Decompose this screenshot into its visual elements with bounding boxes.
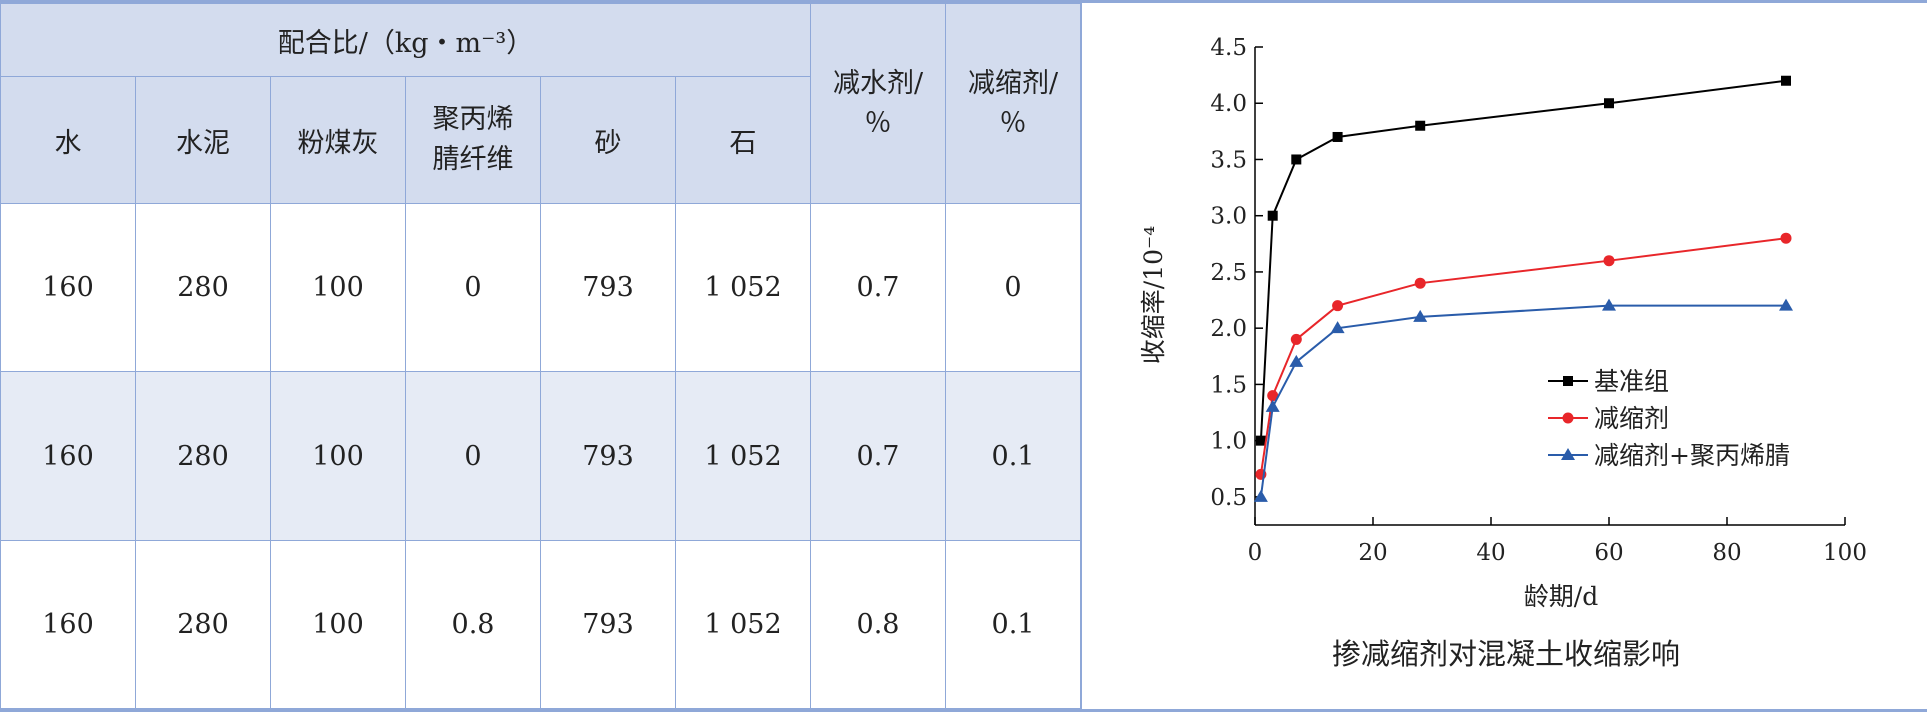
legend-marker xyxy=(1563,376,1573,386)
header-cell: 水泥 xyxy=(135,76,271,204)
header-cell: 减缩剂/％ xyxy=(945,3,1082,204)
table-cell: 0.1 xyxy=(945,540,1082,709)
y-tick-label: 0.5 xyxy=(1210,485,1247,511)
header-text: 砂 xyxy=(594,127,622,159)
header-text: 减水剂/％ xyxy=(832,67,924,139)
y-tick-label: 1.0 xyxy=(1210,429,1247,455)
data-point xyxy=(1415,120,1426,131)
header-text: 水泥 xyxy=(176,127,230,159)
data-point xyxy=(1332,300,1344,312)
header-row: 配合比/（kg・m⁻³） 减水剂/％ 减缩剂/％ xyxy=(0,3,1082,204)
header-cell: 石 xyxy=(674,76,812,204)
legend-label: 减缩剂+聚丙烯腈 xyxy=(1594,441,1790,470)
legend-label: 减缩剂 xyxy=(1594,404,1669,433)
table-cell: 1 052 xyxy=(674,203,812,372)
table-cell: 280 xyxy=(135,203,271,372)
table-cell: 160 xyxy=(0,540,136,709)
table-cell: 0 xyxy=(405,371,541,541)
data-point xyxy=(1330,321,1345,334)
table-cell: 100 xyxy=(270,371,406,541)
table-cell: 793 xyxy=(540,203,676,372)
data-point xyxy=(1267,390,1279,402)
y-tick-label: 3.5 xyxy=(1210,147,1247,173)
header-row: 水 水泥 粉煤灰 聚丙烯腈纤维 砂 石 xyxy=(0,76,1081,204)
chart-title: 掺减缩剂对混凝土收缩影响 xyxy=(1332,637,1680,671)
data-point xyxy=(1255,435,1266,446)
data-point xyxy=(1290,333,1302,345)
x-tick-label: 0 xyxy=(1248,540,1263,566)
x-tick-label: 100 xyxy=(1823,540,1867,566)
header-text: 聚丙烯腈纤维 xyxy=(432,104,514,175)
rule xyxy=(0,709,1927,712)
data-point xyxy=(1291,154,1302,165)
y-tick-label: 4.5 xyxy=(1210,35,1247,61)
y-tick-label: 2.5 xyxy=(1210,260,1247,286)
header-cell: 水 xyxy=(0,76,136,204)
y-tick-label: 3.0 xyxy=(1210,204,1247,230)
x-tick-label: 20 xyxy=(1358,540,1387,566)
table-cell: 0.1 xyxy=(945,371,1082,541)
series-line xyxy=(1259,237,1787,475)
x-axis-label: 龄期/d xyxy=(1524,582,1598,611)
table-row: 160 280 100 0 793 1 052 0.7 0.1 xyxy=(0,371,1082,541)
data-point xyxy=(1779,298,1793,311)
data-point xyxy=(1332,131,1343,142)
table-row: 160 280 100 0 793 1 052 0.7 0 xyxy=(0,203,1082,372)
y-tick-label: 4.0 xyxy=(1210,91,1247,117)
data-point xyxy=(1265,399,1280,412)
y-tick-label: 2.0 xyxy=(1210,316,1247,342)
table-cell: 1 052 xyxy=(674,540,812,709)
table-cell: 0.8 xyxy=(810,540,947,709)
header-cell: 砂 xyxy=(540,76,676,204)
chart: 掺减缩剂对混凝土收缩影响 龄期/d 收缩率/10⁻⁴ 0.5 1.0 1.5 2.0 2… xyxy=(1081,3,1867,709)
table-cell: 160 xyxy=(0,371,136,541)
x-tick-label: 60 xyxy=(1594,540,1623,566)
table-cell: 793 xyxy=(540,371,676,541)
table-cell: 0.7 xyxy=(810,371,947,541)
header-text: 石 xyxy=(729,127,757,159)
data-point xyxy=(1413,309,1428,322)
data-point xyxy=(1414,277,1426,289)
header-cell: 聚丙烯腈纤维 xyxy=(405,76,541,204)
header-text: 水 xyxy=(54,127,82,159)
rule xyxy=(0,0,1927,3)
table-cell: 160 xyxy=(0,203,136,372)
data-point xyxy=(1267,210,1278,221)
data-point xyxy=(1780,232,1792,244)
table-cell: 1 052 xyxy=(674,371,812,541)
table-cell: 0.7 xyxy=(810,203,947,372)
legend-marker xyxy=(1561,448,1575,460)
header-text: 粉煤灰 xyxy=(297,127,379,159)
data-point xyxy=(1289,354,1304,367)
table-cell: 793 xyxy=(540,540,676,709)
table-cell: 100 xyxy=(270,203,406,372)
table-cell: 280 xyxy=(135,540,271,709)
table-row: 160 280 100 0.8 793 1 052 0.8 0.1 xyxy=(0,540,1082,709)
data-point xyxy=(1602,298,1616,311)
y-tick-label: 1.5 xyxy=(1210,372,1247,398)
data-point xyxy=(1253,489,1268,502)
legend-marker xyxy=(1562,412,1574,424)
legend-label: 基准组 xyxy=(1594,367,1669,396)
y-axis-label: 收缩率/10⁻⁴ xyxy=(1139,226,1168,364)
table-cell: 280 xyxy=(135,371,271,541)
header-text: 减缩剂/％ xyxy=(967,67,1059,139)
data-point xyxy=(1603,255,1615,267)
x-tick-label: 40 xyxy=(1476,540,1505,566)
header-cell: 减水剂/％ xyxy=(810,3,947,204)
header-cell: 粉煤灰 xyxy=(270,76,406,204)
table-cell: 100 xyxy=(270,540,406,709)
header-cell: 配合比/（kg・m⁻³） xyxy=(0,3,812,77)
table-cell: 0.8 xyxy=(405,540,541,709)
data-point xyxy=(1781,75,1791,86)
data-point xyxy=(1604,98,1614,109)
x-tick-label: 80 xyxy=(1712,540,1741,566)
table: 配合比/（kg・m⁻³） 减水剂/％ 减缩剂/％水水泥 粉煤灰 聚丙烯腈纤维砂石 160 2… xyxy=(0,3,1082,709)
table-cell: 0 xyxy=(945,203,1082,372)
table-cell: 0 xyxy=(405,203,541,372)
